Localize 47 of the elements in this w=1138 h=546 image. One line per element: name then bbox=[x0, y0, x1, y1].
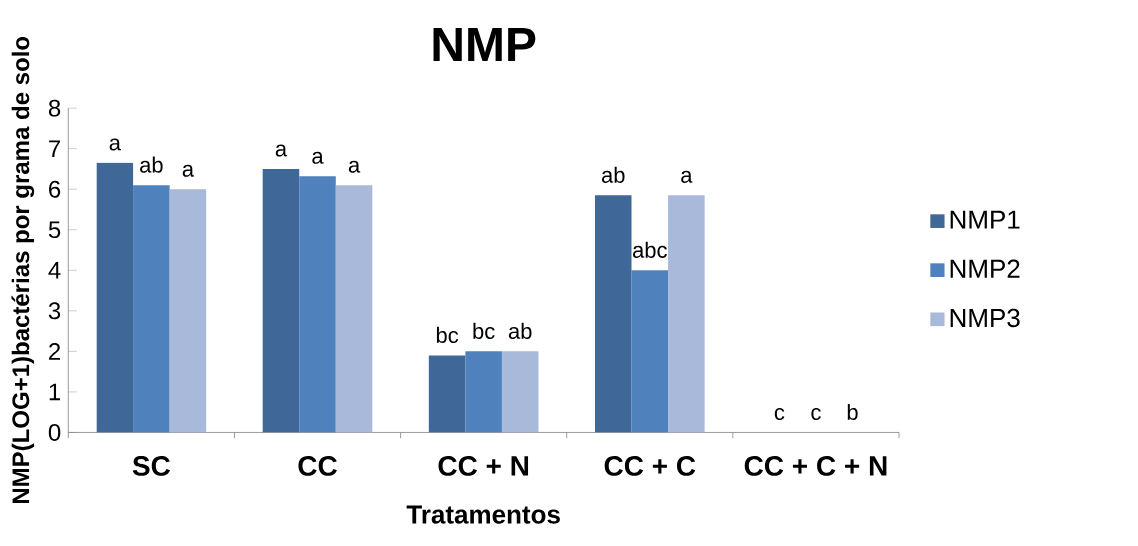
annotation: ab bbox=[140, 156, 163, 173]
annotation: a bbox=[312, 151, 324, 164]
y-tick-label: 8 bbox=[48, 99, 61, 117]
bar bbox=[96, 162, 134, 433]
bar bbox=[262, 168, 300, 433]
bar bbox=[169, 189, 207, 433]
x-tick-label: CC bbox=[298, 455, 337, 476]
annotation: ab bbox=[601, 166, 625, 183]
y-tick-label: 1 bbox=[49, 383, 61, 401]
bar bbox=[594, 195, 632, 433]
annotation: a bbox=[348, 160, 361, 173]
x-tick-label: CC + C + N bbox=[744, 455, 887, 476]
legend-label: NMP2 bbox=[950, 259, 1020, 278]
y-tick-label: 0 bbox=[48, 423, 61, 441]
y-tick-label: 2 bbox=[49, 342, 61, 360]
annotation: ab bbox=[508, 322, 532, 339]
bar bbox=[335, 185, 373, 433]
y-tick-label: 4 bbox=[48, 261, 61, 279]
legend-label: NMP3 bbox=[950, 308, 1020, 328]
annotation: bc bbox=[436, 326, 459, 343]
y-tick-label: 5 bbox=[48, 221, 61, 238]
annotation: b bbox=[847, 403, 858, 420]
y-tick-label: 6 bbox=[49, 180, 61, 198]
x-axis-title: Tratamentos bbox=[406, 505, 560, 524]
annotation: a bbox=[182, 164, 195, 177]
bar bbox=[501, 351, 539, 433]
chart-title: NMP bbox=[433, 27, 536, 61]
x-tick-label: SC bbox=[132, 455, 171, 476]
annotation: abc bbox=[633, 241, 667, 258]
x-tick-label: CC + C bbox=[604, 455, 696, 476]
y-axis-title: NMP(LOG+1)bactérias por grama de solo bbox=[11, 36, 35, 503]
bar bbox=[299, 176, 336, 433]
y-tick-label: 7 bbox=[49, 140, 61, 157]
annotation: a bbox=[275, 144, 288, 157]
bar bbox=[465, 351, 502, 433]
bar bbox=[631, 270, 669, 433]
bar bbox=[668, 195, 705, 433]
bar bbox=[133, 185, 170, 433]
bar bbox=[428, 355, 466, 433]
annotation: bc bbox=[473, 322, 495, 339]
y-tick-label: 3 bbox=[48, 302, 61, 320]
legend-label: NMP1 bbox=[950, 210, 1020, 229]
x-tick-label: CC + N bbox=[438, 455, 529, 476]
annotation: c bbox=[811, 407, 821, 420]
annotation: a bbox=[681, 170, 693, 183]
annotation: c bbox=[774, 407, 785, 420]
annotation: a bbox=[109, 138, 121, 151]
